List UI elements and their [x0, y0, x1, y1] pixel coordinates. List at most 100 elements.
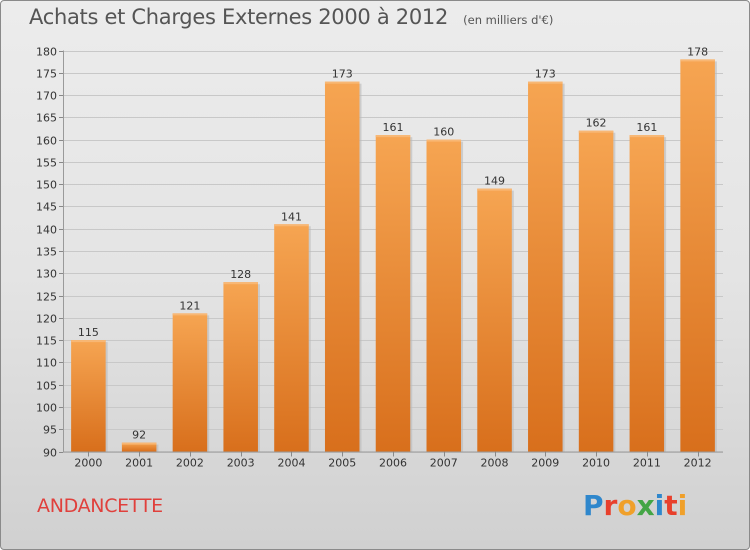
- logo-letter: x: [636, 489, 655, 522]
- bar: [223, 282, 258, 452]
- bar-top: [375, 135, 411, 138]
- logo-letter: r: [603, 489, 618, 522]
- bar-top: [172, 313, 208, 316]
- bar: [426, 139, 462, 452]
- data-label: 162: [586, 117, 607, 130]
- y-tick-label: 95: [43, 424, 57, 437]
- x-tick-label: 2010: [582, 457, 610, 470]
- y-tick-label: 140: [36, 224, 57, 237]
- bar: [71, 340, 106, 452]
- chart-title: Achats et Charges Externes 2000 à 2012: [29, 5, 449, 29]
- y-tick-labels: 90 95 100 105 110 115 120 125 130 135 140 145 150 155…: [36, 46, 57, 460]
- x-tick-label: 2009: [531, 457, 559, 470]
- y-tick-label: 120: [36, 313, 57, 326]
- data-label: 128: [230, 268, 251, 281]
- data-label: 141: [281, 210, 302, 223]
- title-row: Achats et Charges Externes 2000 à 2012 (…: [29, 5, 553, 29]
- x-tick-label: 2003: [227, 457, 255, 470]
- bar-group: [223, 282, 260, 452]
- y-tick-label: 170: [36, 90, 57, 103]
- x-tick-label: 2004: [277, 457, 305, 470]
- data-label: 121: [179, 299, 200, 312]
- y-tick-label: 145: [36, 201, 57, 214]
- data-label: 173: [535, 68, 556, 81]
- y-tick-label: 100: [36, 402, 57, 415]
- bar-top: [477, 188, 512, 191]
- y-tick-label: 155: [36, 157, 57, 170]
- y-tick-label: 130: [36, 268, 57, 281]
- bar: [274, 224, 309, 452]
- bar-top: [629, 135, 665, 138]
- y-tick-label: 160: [36, 135, 57, 148]
- x-tick-label: 2000: [74, 457, 102, 470]
- bar: [477, 188, 512, 452]
- y-tick-label: 105: [36, 380, 57, 393]
- logo-letter: i: [654, 489, 665, 522]
- bar-group: [71, 340, 108, 452]
- bar-group: [629, 135, 667, 452]
- bar: [578, 130, 614, 452]
- bar-top: [121, 442, 157, 445]
- bar: [528, 81, 563, 452]
- x-tick-label: 2005: [328, 457, 356, 470]
- bar-group: [375, 135, 413, 452]
- x-tick-label: 2011: [633, 457, 661, 470]
- x-tick-label: 2012: [684, 457, 712, 470]
- town-name: ANDANCETTE: [37, 495, 163, 517]
- data-label: 160: [433, 126, 454, 139]
- x-tick-labels: 2000 2001 2002 2003 2004 2005 2006 2007 2008 2009…: [74, 451, 712, 470]
- bar-group: [172, 313, 210, 452]
- x-tick-label: 2002: [176, 457, 204, 470]
- bar: [324, 81, 360, 452]
- proxiti-logo[interactable]: Proxiti: [583, 489, 687, 522]
- bar-group: [426, 139, 464, 452]
- y-tick-label: 180: [36, 46, 57, 59]
- bar: [680, 59, 715, 452]
- y-tick-label: 90: [43, 447, 57, 460]
- bar: [121, 442, 157, 452]
- bar: [172, 313, 208, 452]
- bar-group: [274, 224, 311, 452]
- bar-top: [426, 139, 462, 142]
- data-label: 173: [332, 68, 353, 81]
- x-tick-label: 2006: [379, 457, 407, 470]
- bar-top: [274, 224, 309, 227]
- bar-group: [680, 59, 717, 452]
- bar: [629, 135, 665, 452]
- bar-top: [71, 340, 106, 343]
- y-tick-label: 110: [36, 357, 57, 370]
- bar-top: [324, 81, 360, 84]
- logo-letter: t: [664, 489, 678, 522]
- bar-group: [121, 442, 159, 452]
- chart-subtitle: (en milliers d'€): [463, 13, 554, 27]
- y-tick-label: 115: [36, 335, 57, 348]
- x-tick-label: 2001: [125, 457, 153, 470]
- bars: [71, 59, 717, 452]
- bar-group: [528, 81, 565, 452]
- x-tick-label: 2007: [430, 457, 458, 470]
- data-label: 178: [687, 45, 708, 58]
- bar: [375, 135, 411, 452]
- data-label: 92: [132, 429, 146, 442]
- bar-top: [680, 59, 715, 62]
- bar-group: [578, 130, 616, 452]
- data-label: 161: [383, 121, 404, 134]
- y-tick-label: 125: [36, 291, 57, 304]
- data-label: 161: [636, 121, 657, 134]
- bar-top: [528, 81, 563, 84]
- y-tick-label: 135: [36, 246, 57, 259]
- y-tick-label: 165: [36, 112, 57, 125]
- bar-group: [324, 81, 362, 452]
- y-tick-label: 150: [36, 179, 57, 192]
- logo-letter: P: [583, 489, 604, 522]
- data-labels: 115 92 121 128 141 173 161 160 149 173 162 161 178: [78, 45, 708, 441]
- data-label: 149: [484, 175, 505, 188]
- bar-top: [223, 282, 258, 285]
- bar-top: [578, 130, 614, 133]
- x-tick-label: 2008: [481, 457, 509, 470]
- bar-group: [477, 188, 514, 452]
- logo-letter: i: [677, 489, 688, 522]
- y-tick-label: 175: [36, 68, 57, 81]
